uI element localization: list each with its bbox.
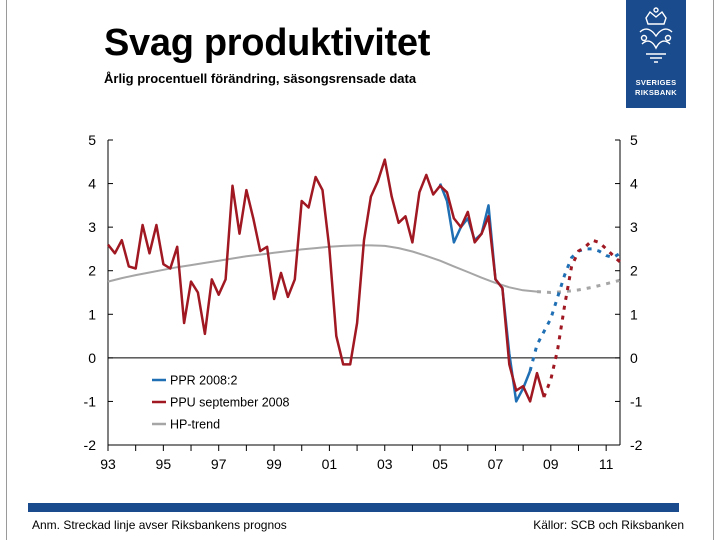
x-tick-label: 11 — [599, 456, 614, 472]
series-line-hp-trend — [107, 244, 538, 293]
y-tick-label-left: 2 — [88, 263, 96, 279]
y-tick-label-right: 2 — [630, 263, 638, 279]
y-tick-label-left: 1 — [88, 306, 96, 322]
y-tick-label-left: 4 — [88, 176, 96, 192]
x-tick-label: 93 — [100, 456, 116, 472]
footnote-sources: Källor: SCB och Riksbanken — [533, 518, 684, 532]
productivity-chart: -2 -2-1 -10 01 12 23 34 45 593 95 97 99 01 03 05 07 09 11… — [84, 132, 643, 472]
logo-text-riksbank: RIKSBANK — [635, 88, 677, 97]
y-tick-label-left: 0 — [88, 350, 96, 366]
x-tick-label: 95 — [156, 456, 172, 472]
series-line-ppr-2008-2 — [438, 183, 532, 403]
y-tick-label-left: -1 — [84, 393, 97, 409]
legend-label: PPU september 2008 — [170, 396, 290, 410]
y-tick-label-right: 5 — [630, 132, 638, 148]
y-tick-label-left: -2 — [84, 437, 97, 453]
x-tick-label: 07 — [488, 456, 504, 472]
series-forecast-ppu-september-2008 — [542, 238, 622, 398]
y-tick-label-right: -2 — [630, 437, 643, 453]
x-tick-label: 05 — [432, 456, 448, 472]
y-tick-label-right: 1 — [630, 306, 638, 322]
legend-label: HP-trend — [170, 418, 220, 432]
y-tick-label-right: 0 — [630, 350, 638, 366]
x-tick-label: 97 — [211, 456, 227, 472]
series-forecast-hp-trend — [536, 278, 621, 295]
logo-text-sveriges: SVERIGES — [635, 78, 677, 87]
series-line-ppu-september-2008 — [107, 158, 546, 403]
crown-emblem-icon — [639, 7, 673, 63]
y-tick-label-right: 4 — [630, 176, 638, 192]
series-forecast-ppr-2008-2 — [528, 247, 621, 372]
y-tick-label-right: -1 — [630, 393, 643, 409]
riksbank-logo: SVERIGES RIKSBANK — [626, 0, 686, 108]
y-tick-label-left: 3 — [88, 219, 96, 235]
page-title: Svag produktivitet — [104, 22, 431, 64]
y-tick-label-left: 5 — [88, 132, 96, 148]
x-tick-label: 09 — [543, 456, 559, 472]
x-tick-label: 03 — [377, 456, 393, 472]
footer-bar — [28, 503, 679, 512]
x-tick-label: 99 — [266, 456, 282, 472]
x-tick-label: 01 — [322, 456, 338, 472]
footnote-note: Anm. Streckad linje avser Riksbankens pr… — [32, 518, 287, 532]
slide-frame-left — [6, 0, 7, 540]
y-tick-label-right: 3 — [630, 219, 638, 235]
slide-frame-right — [713, 0, 714, 540]
page-subtitle: Årlig procentuell förändring, säsongsren… — [104, 71, 417, 86]
legend-label: PPR 2008:2 — [170, 374, 237, 388]
